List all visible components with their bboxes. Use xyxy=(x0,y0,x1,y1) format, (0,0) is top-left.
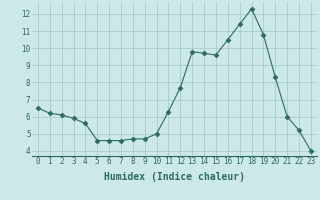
X-axis label: Humidex (Indice chaleur): Humidex (Indice chaleur) xyxy=(104,172,245,182)
